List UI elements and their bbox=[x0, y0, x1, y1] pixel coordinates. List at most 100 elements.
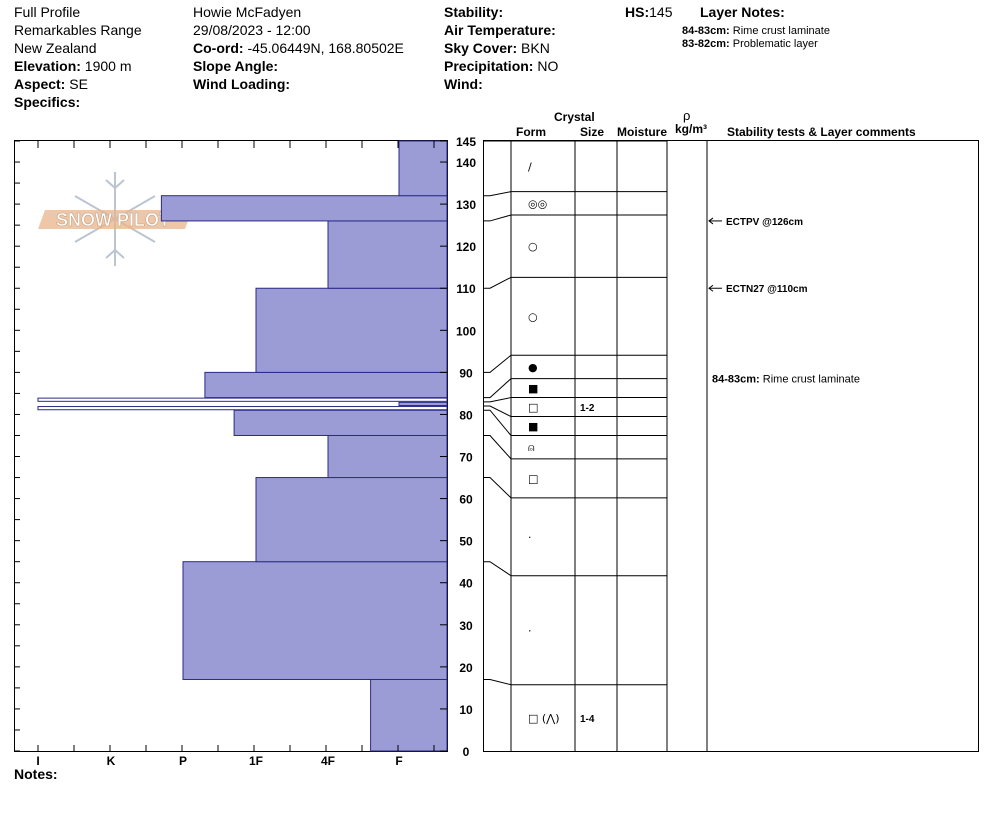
layer-note: 83-82cm: Problematic layer bbox=[682, 38, 818, 50]
precipitation-label: Precipitation: bbox=[444, 58, 534, 74]
grain-size: 1-2 bbox=[580, 403, 595, 414]
stability-test-arrowhead bbox=[708, 284, 714, 292]
layer-note-range: 83-82cm: bbox=[682, 38, 730, 50]
grain-form-symbol: ⍝ bbox=[528, 441, 535, 454]
layer-comment-range: 84-83cm: bbox=[712, 374, 763, 386]
logo-text: SNOW PILOT bbox=[56, 210, 170, 230]
depth-connector bbox=[483, 276, 512, 289]
grain-form-symbol: · bbox=[528, 531, 532, 544]
height-tick-label: 80 bbox=[459, 408, 473, 422]
hardness-bar bbox=[37, 397, 448, 402]
grain-form-symbol: □ bbox=[528, 401, 538, 414]
hardness-tick-label: F bbox=[395, 754, 402, 768]
coord-label: Co-ord: bbox=[193, 40, 244, 56]
size-header: Size bbox=[580, 125, 605, 139]
snow-height: HS:145 bbox=[625, 4, 672, 20]
elevation: Elevation: 1900 m bbox=[14, 58, 132, 74]
height-tick-label: 120 bbox=[456, 240, 476, 254]
layer-comment: 84-83cm: Rime crust laminate bbox=[712, 374, 860, 386]
stability-test-arrowhead bbox=[708, 217, 714, 225]
air-temperature-label: Air Temperature: bbox=[444, 22, 556, 38]
depth-connector bbox=[483, 477, 512, 499]
grain-form-symbol: ■ bbox=[528, 420, 538, 433]
datetime: 29/08/2023 - 12:00 bbox=[193, 22, 311, 38]
grain-form-symbol: ○ bbox=[528, 310, 538, 323]
snowpilot-logo: SNOW PILOT bbox=[38, 172, 192, 266]
height-tick-label: 30 bbox=[459, 619, 473, 633]
aspect-label: Aspect: bbox=[14, 76, 66, 92]
hs-label: HS: bbox=[625, 4, 650, 20]
height-tick-label: 100 bbox=[456, 324, 476, 338]
hardness-tick-label: 4F bbox=[321, 754, 335, 768]
layer-note-text: Rime crust laminate bbox=[732, 25, 830, 37]
hardness-bar bbox=[398, 140, 448, 197]
grain-form-symbol: · bbox=[528, 624, 532, 637]
precipitation-value: NO bbox=[537, 58, 559, 74]
depth-connector bbox=[483, 409, 512, 436]
grain-form-symbol: ∕ bbox=[528, 160, 532, 173]
profile-type: Full Profile bbox=[14, 4, 81, 20]
depth-connector bbox=[483, 561, 512, 577]
layers-table-frame bbox=[483, 140, 979, 752]
region: New Zealand bbox=[14, 40, 97, 56]
layer-note-range: 84-83cm: bbox=[682, 25, 730, 37]
height-tick-label: 130 bbox=[456, 198, 476, 212]
height-tick-label: 0 bbox=[463, 745, 470, 759]
grain-form-symbol: □ bbox=[528, 472, 538, 485]
precipitation: Precipitation: NO bbox=[444, 58, 558, 74]
hardness-bar bbox=[37, 406, 448, 411]
layer-note: 84-83cm: Rime crust laminate bbox=[682, 25, 830, 37]
depth-connector bbox=[483, 214, 512, 222]
height-tick-label: 50 bbox=[459, 535, 473, 549]
layer-notes-label: Layer Notes: bbox=[700, 4, 785, 20]
hardness-tick-label: K bbox=[107, 754, 116, 768]
hardness-bar bbox=[327, 434, 448, 479]
hardness-bar bbox=[255, 287, 448, 373]
moisture-header: Moisture bbox=[617, 125, 668, 139]
form-header: Form bbox=[516, 125, 546, 139]
hardness-tick-label: I bbox=[36, 754, 39, 768]
hardness-bar bbox=[182, 561, 448, 680]
specifics-label: Specifics: bbox=[14, 94, 81, 110]
layers-table: □ (⋀) 1-4 · · □ ⍝ ■ □ 1-2 ■ ● ○ ○ ◎◎ ∕ ECTPV @126cm ECTN… bbox=[483, 140, 860, 751]
height-tick-label: 140 bbox=[456, 156, 476, 170]
sky-cover-value: BKN bbox=[521, 40, 550, 56]
coordinates: Co-ord: -45.06449N, 168.80502E bbox=[193, 40, 404, 56]
grain-form-symbol: ◎◎ bbox=[528, 197, 547, 210]
height-tick-label: 70 bbox=[459, 451, 473, 465]
hardness-bar bbox=[204, 371, 448, 399]
wind-loading-label: Wind Loading: bbox=[193, 76, 291, 92]
depth-connector bbox=[483, 397, 512, 403]
height-tick-label: 110 bbox=[456, 282, 476, 296]
grain-form-symbol: ○ bbox=[528, 240, 538, 253]
aspect: Aspect: SE bbox=[14, 76, 88, 92]
hardness-bar bbox=[398, 401, 448, 407]
elevation-value: 1900 m bbox=[84, 58, 132, 74]
hardness-tick-label: P bbox=[179, 754, 187, 768]
depth-connector bbox=[483, 405, 512, 417]
hardness-bar bbox=[233, 409, 448, 436]
depth-connector bbox=[483, 434, 512, 460]
layer-note-text: Problematic layer bbox=[732, 38, 818, 50]
height-tick-label: 90 bbox=[459, 366, 473, 380]
height-tick-label: 10 bbox=[459, 703, 473, 717]
depth-connector bbox=[483, 678, 512, 686]
crystal-header: Crystal bbox=[554, 110, 595, 124]
height-tick-label: 20 bbox=[459, 661, 473, 675]
density-symbol: ρ bbox=[683, 108, 691, 123]
depth-connector bbox=[483, 354, 512, 373]
layer-comment-text: Rime crust laminate bbox=[763, 374, 860, 386]
hardness-bar bbox=[160, 195, 448, 222]
observer: Howie McFadyen bbox=[193, 4, 302, 20]
aspect-value: SE bbox=[69, 76, 88, 92]
grain-form-symbol: ● bbox=[528, 361, 538, 374]
height-tick-label: 40 bbox=[459, 577, 473, 591]
hardness-bar bbox=[327, 220, 448, 289]
stability-test-label: ECTN27 @110cm bbox=[726, 284, 808, 295]
notes-label: Notes: bbox=[14, 766, 58, 782]
density-unit-header: kg/m³ bbox=[675, 122, 708, 136]
depth-connector bbox=[483, 191, 512, 197]
hardness-bar bbox=[370, 678, 448, 752]
location: Remarkables Range bbox=[14, 22, 142, 38]
